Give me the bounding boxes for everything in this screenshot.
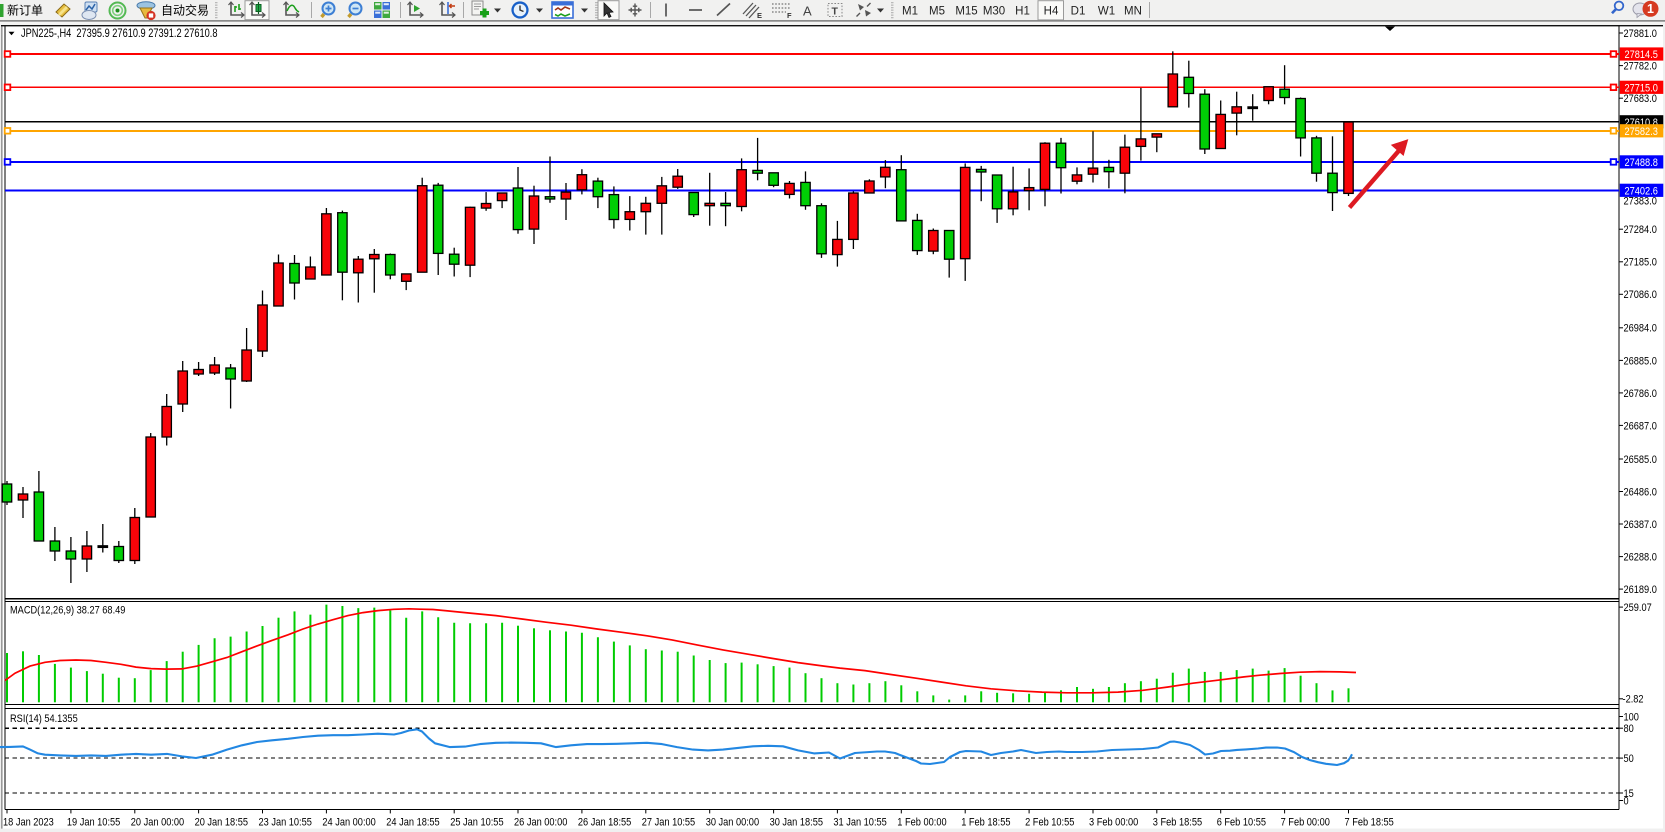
svg-text:E: E bbox=[757, 11, 762, 20]
svg-text:30 Jan 00:00: 30 Jan 00:00 bbox=[706, 817, 759, 829]
svg-text:W1: W1 bbox=[1098, 6, 1115, 18]
svg-text:26984.0: 26984.0 bbox=[1624, 323, 1657, 335]
svg-text:27284.0: 27284.0 bbox=[1624, 224, 1657, 236]
svg-text:MACD(12,26,9) 38.27 68.49: MACD(12,26,9) 38.27 68.49 bbox=[10, 605, 125, 617]
svg-text:M30: M30 bbox=[983, 6, 1005, 18]
svg-text:自动交易: 自动交易 bbox=[161, 3, 209, 18]
svg-text:27683.0: 27683.0 bbox=[1624, 93, 1657, 105]
svg-text:26885.0: 26885.0 bbox=[1624, 355, 1657, 367]
svg-text:F: F bbox=[787, 11, 792, 20]
svg-text:D1: D1 bbox=[1071, 6, 1086, 18]
svg-text:A: A bbox=[803, 4, 812, 19]
svg-text:27383.0: 27383.0 bbox=[1624, 196, 1657, 208]
svg-text:26786.0: 26786.0 bbox=[1624, 388, 1657, 400]
svg-text:MN: MN bbox=[1124, 6, 1142, 18]
svg-text:24 Jan 18:55: 24 Jan 18:55 bbox=[386, 817, 439, 829]
svg-text:M1: M1 bbox=[902, 6, 918, 18]
svg-text:M5: M5 bbox=[929, 6, 945, 18]
svg-text:7 Feb 18:55: 7 Feb 18:55 bbox=[1345, 817, 1394, 829]
svg-text:27814.5: 27814.5 bbox=[1625, 49, 1658, 61]
svg-text:M15: M15 bbox=[955, 6, 977, 18]
svg-text:3 Feb 18:55: 3 Feb 18:55 bbox=[1153, 817, 1202, 829]
svg-text:23 Jan 10:55: 23 Jan 10:55 bbox=[259, 817, 312, 829]
svg-text:7 Feb 00:00: 7 Feb 00:00 bbox=[1281, 817, 1330, 829]
svg-text:20 Jan 00:00: 20 Jan 00:00 bbox=[131, 817, 184, 829]
svg-text:25 Jan 10:55: 25 Jan 10:55 bbox=[450, 817, 503, 829]
svg-text:1 Feb 18:55: 1 Feb 18:55 bbox=[961, 817, 1010, 829]
svg-text:27881.0: 27881.0 bbox=[1624, 28, 1657, 40]
svg-text:2 Feb 10:55: 2 Feb 10:55 bbox=[1025, 817, 1074, 829]
svg-text:18 Jan 2023: 18 Jan 2023 bbox=[3, 817, 54, 829]
svg-text:H1: H1 bbox=[1015, 6, 1030, 18]
svg-text:30 Jan 18:55: 30 Jan 18:55 bbox=[770, 817, 823, 829]
svg-text:RSI(14) 54.1355: RSI(14) 54.1355 bbox=[10, 713, 78, 725]
svg-text:H4: H4 bbox=[1044, 6, 1059, 18]
svg-text:27782.0: 27782.0 bbox=[1624, 61, 1657, 73]
svg-text:259.07: 259.07 bbox=[1624, 602, 1652, 614]
svg-text:50: 50 bbox=[1624, 753, 1634, 765]
svg-text:27582.3: 27582.3 bbox=[1625, 126, 1658, 138]
svg-text:26687.0: 26687.0 bbox=[1624, 420, 1657, 432]
svg-text:26288.0: 26288.0 bbox=[1624, 552, 1657, 564]
svg-text:26486.0: 26486.0 bbox=[1624, 486, 1657, 498]
svg-text:JPN225-,H4 27395.9 27610.9 27: JPN225-,H4 27395.9 27610.9 27391.2 27610… bbox=[21, 27, 218, 40]
svg-text:27 Jan 10:55: 27 Jan 10:55 bbox=[642, 817, 695, 829]
svg-text:24 Jan 00:00: 24 Jan 00:00 bbox=[322, 817, 375, 829]
svg-text:80: 80 bbox=[1624, 723, 1634, 735]
svg-text:100: 100 bbox=[1624, 711, 1639, 723]
svg-text:26 Jan 18:55: 26 Jan 18:55 bbox=[578, 817, 631, 829]
svg-text:26387.0: 26387.0 bbox=[1624, 519, 1657, 531]
svg-text:新订单: 新订单 bbox=[7, 3, 43, 18]
svg-text:27715.0: 27715.0 bbox=[1625, 82, 1658, 94]
svg-text:27086.0: 27086.0 bbox=[1624, 289, 1657, 301]
svg-text:27488.8: 27488.8 bbox=[1625, 157, 1658, 169]
svg-text:19 Jan 10:55: 19 Jan 10:55 bbox=[67, 817, 120, 829]
svg-text:1: 1 bbox=[1647, 2, 1654, 16]
svg-text:20 Jan 18:55: 20 Jan 18:55 bbox=[195, 817, 248, 829]
svg-text:26 Jan 00:00: 26 Jan 00:00 bbox=[514, 817, 567, 829]
svg-text:27185.0: 27185.0 bbox=[1624, 257, 1657, 269]
svg-text:26585.0: 26585.0 bbox=[1624, 454, 1657, 466]
svg-text:0: 0 bbox=[1624, 795, 1629, 807]
svg-text:1 Feb 00:00: 1 Feb 00:00 bbox=[897, 817, 946, 829]
svg-text:27402.6: 27402.6 bbox=[1625, 185, 1658, 197]
svg-text:T: T bbox=[832, 6, 839, 18]
svg-text:-2.82: -2.82 bbox=[1623, 694, 1644, 706]
svg-text:26189.0: 26189.0 bbox=[1624, 584, 1657, 596]
svg-text:31 Jan 10:55: 31 Jan 10:55 bbox=[833, 817, 886, 829]
svg-text:6 Feb 10:55: 6 Feb 10:55 bbox=[1217, 817, 1266, 829]
svg-text:15: 15 bbox=[1624, 788, 1634, 800]
svg-text:3 Feb 00:00: 3 Feb 00:00 bbox=[1089, 817, 1138, 829]
